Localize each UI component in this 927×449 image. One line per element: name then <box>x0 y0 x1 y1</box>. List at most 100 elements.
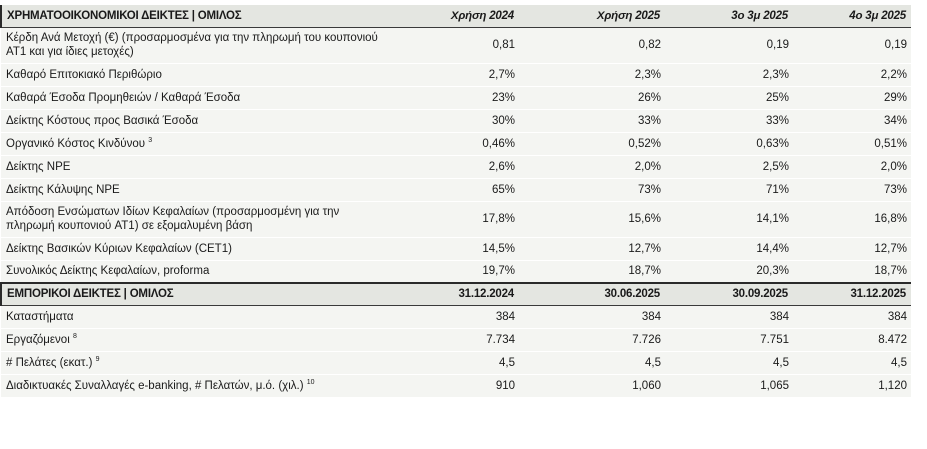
row-label-text: Οργανικό Κόστος Κινδύνου <box>6 137 146 150</box>
footnote-marker: 9 <box>95 355 100 363</box>
value-cell: 7.734 <box>394 327 519 351</box>
value-cell: 2,0% <box>793 154 911 178</box>
value-cell: 384 <box>793 304 911 328</box>
row-label: Δείκτης Βασικών Κύριων Κεφαλαίων (CET1) <box>1 236 394 260</box>
value-cell: 2,2% <box>793 62 911 86</box>
row-label: Καθαρό Επιτοκιακό Περιθώριο <box>1 62 394 86</box>
value-cell: 29% <box>793 85 911 109</box>
value-cell: 1,065 <box>665 373 793 397</box>
table-row: Δείκτης NPE 2,6% 2,0% 2,5% 2,0% <box>1 154 911 178</box>
commercial-column-header: 31.12.2025 <box>793 283 911 306</box>
value-cell: 0,52% <box>519 131 665 155</box>
row-label-text: # Πελάτες (εκατ.) <box>6 356 93 369</box>
value-cell: 0,51% <box>793 131 911 155</box>
row-label-text: Δείκτης Βασικών Κύριων Κεφαλαίων (CET1) <box>6 242 232 255</box>
row-label-text: Διαδικτυακές Συναλλαγές e-banking, # Πελ… <box>6 379 304 392</box>
row-label: Καταστήματα <box>1 304 394 328</box>
table-row: Διαδικτυακές Συναλλαγές e-banking, # Πελ… <box>1 373 911 397</box>
row-label-text: Δείκτης Κάλυψης NPE <box>6 183 120 196</box>
value-cell: 34% <box>793 108 911 132</box>
table-row: Καθαρό Επιτοκιακό Περιθώριο 2,7% 2,3% 2,3% 2… <box>1 62 911 86</box>
commercial-column-header: 30.06.2025 <box>519 283 665 306</box>
row-label: Δείκτης NPE <box>1 154 394 178</box>
row-label: Απόδοση Ενσώματων Ιδίων Κεφαλαίων (προσα… <box>1 200 394 237</box>
value-cell: 12,7% <box>793 236 911 260</box>
value-cell: 16,8% <box>793 200 911 237</box>
row-label: Δείκτης Κάλυψης NPE <box>1 177 394 201</box>
financial-column-header: 3ο 3μ 2025 <box>665 5 793 28</box>
ratios-document: ΧΡΗΜΑΤΟΟΙΚΟΝΟΜΙΚΟΙ ΔΕΙΚΤΕΣ | ΟΜΙΛΟΣ Χρήση… <box>0 5 911 397</box>
table-row: Οργανικό Κόστος Κινδύνου 3 0,46% 0,52% 0,63… <box>1 131 911 155</box>
row-label-text: Συνολικός Δείκτης Κεφαλαίων, proforma <box>6 265 210 278</box>
value-cell: 17,8% <box>394 200 519 237</box>
row-label: Δείκτης Κόστους προς Βασικά Έσοδα <box>1 108 394 132</box>
commercial-column-header: 30.09.2025 <box>665 283 793 306</box>
value-cell: 18,7% <box>793 259 911 283</box>
value-cell: 4,5 <box>519 350 665 374</box>
commercial-header-row: ΕΜΠΟΡΙΚΟΙ ΔΕΙΚΤΕΣ | ΟΜΙΛΟΣ 31.12.2024 30.0… <box>0 283 911 306</box>
value-cell: 4,5 <box>394 350 519 374</box>
value-cell: 4,5 <box>665 350 793 374</box>
table-row: Συνολικός Δείκτης Κεφαλαίων, proforma 19,… <box>1 259 911 283</box>
footnote-marker: 8 <box>72 332 77 340</box>
value-cell: 2,0% <box>519 154 665 178</box>
financial-section-title: ΧΡΗΜΑΤΟΟΙΚΟΝΟΜΙΚΟΙ ΔΕΙΚΤΕΣ | ΟΜΙΛΟΣ <box>0 5 394 28</box>
value-cell: 26% <box>519 85 665 109</box>
value-cell: 4,5 <box>793 350 911 374</box>
footnote-marker: 10 <box>306 378 315 386</box>
row-label-text: Δείκτης NPE <box>6 160 71 173</box>
financial-column-header: 4ο 3μ 2025 <box>793 5 911 28</box>
value-cell: 0,46% <box>394 131 519 155</box>
table-row: Καταστήματα 384 384 384 384 <box>1 304 911 328</box>
table-row: Δείκτης Βασικών Κύριων Κεφαλαίων (CET1) 1… <box>1 236 911 260</box>
table-row: Εργαζόμενοι 8 7.734 7.726 7.751 8.472 <box>1 327 911 351</box>
ratios-table-body: ΧΡΗΜΑΤΟΟΙΚΟΝΟΜΙΚΟΙ ΔΕΙΚΤΕΣ | ΟΜΙΛΟΣ Χρήση… <box>0 5 911 397</box>
row-label-text: Δείκτης Κόστους προς Βασικά Έσοδα <box>6 114 199 127</box>
value-cell: 73% <box>793 177 911 201</box>
value-cell: 910 <box>394 373 519 397</box>
value-cell: 14,4% <box>665 236 793 260</box>
value-cell: 0,19 <box>793 26 911 63</box>
value-cell: 14,1% <box>665 200 793 237</box>
value-cell: 20,3% <box>665 259 793 283</box>
footnote-marker: 3 <box>148 136 153 144</box>
row-label-text: Καθαρά Έσοδα Προμηθειών / Καθαρά Έσοδα <box>6 91 241 104</box>
value-cell: 384 <box>665 304 793 328</box>
ratios-table: ΧΡΗΜΑΤΟΟΙΚΟΝΟΜΙΚΟΙ ΔΕΙΚΤΕΣ | ΟΜΙΛΟΣ Χρήση… <box>0 5 911 397</box>
row-label: # Πελάτες (εκατ.) 9 <box>1 350 394 374</box>
value-cell: 2,6% <box>394 154 519 178</box>
value-cell: 0,63% <box>665 131 793 155</box>
table-row: Κέρδη Ανά Μετοχή (€) (προσαρμοσμένα για … <box>1 26 911 63</box>
value-cell: 23% <box>394 85 519 109</box>
value-cell: 19,7% <box>394 259 519 283</box>
row-label-text: Εργαζόμενοι <box>6 333 70 346</box>
row-label: Κέρδη Ανά Μετοχή (€) (προσαρμοσμένα για … <box>1 26 394 63</box>
value-cell: 33% <box>665 108 793 132</box>
financial-column-header: Χρήση 2025 <box>519 5 665 28</box>
value-cell: 71% <box>665 177 793 201</box>
row-label: Συνολικός Δείκτης Κεφαλαίων, proforma <box>1 259 394 283</box>
value-cell: 8.472 <box>793 327 911 351</box>
financial-column-header: Χρήση 2024 <box>394 5 519 28</box>
value-cell: 2,5% <box>665 154 793 178</box>
value-cell: 7.751 <box>665 327 793 351</box>
commercial-section-title: ΕΜΠΟΡΙΚΟΙ ΔΕΙΚΤΕΣ | ΟΜΙΛΟΣ <box>0 283 394 306</box>
value-cell: 2,3% <box>519 62 665 86</box>
table-row: Δείκτης Κάλυψης NPE 65% 73% 71% 73% <box>1 177 911 201</box>
table-row: # Πελάτες (εκατ.) 9 4,5 4,5 4,5 4,5 <box>1 350 911 374</box>
value-cell: 384 <box>394 304 519 328</box>
row-label: Εργαζόμενοι 8 <box>1 327 394 351</box>
table-row: Δείκτης Κόστους προς Βασικά Έσοδα 30% 33% 3… <box>1 108 911 132</box>
value-cell: 7.726 <box>519 327 665 351</box>
commercial-column-header: 31.12.2024 <box>394 283 519 306</box>
value-cell: 0,19 <box>665 26 793 63</box>
value-cell: 25% <box>665 85 793 109</box>
row-label-text: Καθαρό Επιτοκιακό Περιθώριο <box>6 68 162 81</box>
value-cell: 12,7% <box>519 236 665 260</box>
table-row: Καθαρά Έσοδα Προμηθειών / Καθαρά Έσοδα 23… <box>1 85 911 109</box>
value-cell: 14,5% <box>394 236 519 260</box>
value-cell: 0,81 <box>394 26 519 63</box>
row-label: Οργανικό Κόστος Κινδύνου 3 <box>1 131 394 155</box>
financial-header-row: ΧΡΗΜΑΤΟΟΙΚΟΝΟΜΙΚΟΙ ΔΕΙΚΤΕΣ | ΟΜΙΛΟΣ Χρήση… <box>0 5 911 28</box>
value-cell: 2,3% <box>665 62 793 86</box>
